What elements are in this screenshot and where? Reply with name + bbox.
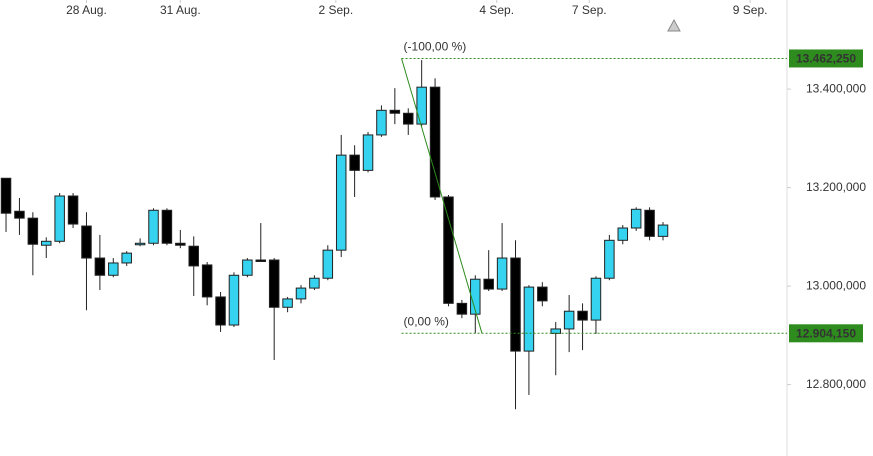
fib-price-label: 12.904,150 — [796, 326, 856, 340]
y-tick-label: 13.000,000 — [806, 278, 866, 292]
candle-body — [510, 257, 521, 352]
candle-body — [429, 86, 441, 198]
candle-body — [456, 302, 468, 315]
fib-price-box — [789, 49, 863, 68]
candle-body — [389, 109, 401, 114]
candle-body — [550, 328, 561, 334]
candle-body — [14, 210, 25, 219]
candle-body — [483, 278, 494, 290]
candle-body — [81, 225, 92, 259]
fib-price-box — [789, 324, 863, 343]
candle-body — [644, 209, 655, 237]
x-tick-label: 4 Sep. — [479, 3, 514, 17]
candle-body — [41, 240, 52, 246]
candle-body — [630, 208, 642, 229]
fib-level-text: (-100,00 %) — [404, 40, 467, 54]
candle-body — [577, 310, 588, 321]
candle-body — [228, 274, 240, 326]
x-tick-label: 7 Sep. — [572, 3, 607, 17]
candle-body — [617, 227, 629, 241]
candle-body — [309, 277, 320, 289]
scroll-icon[interactable] — [667, 18, 681, 32]
fib-price-label: 13.462,250 — [796, 52, 856, 66]
candle-body — [215, 296, 226, 326]
y-tick-label: 13.400,000 — [806, 81, 866, 95]
candle-body — [657, 224, 669, 237]
candle-body — [161, 209, 173, 244]
candle-body — [201, 264, 213, 298]
candle-body — [537, 286, 548, 302]
candle-body — [523, 286, 535, 352]
candle-body — [94, 257, 106, 276]
fib-level-text: (0,00 %) — [404, 314, 449, 328]
candle-body — [590, 277, 602, 321]
candle-body — [148, 209, 159, 244]
candle-body — [54, 195, 65, 242]
candle-body — [496, 257, 508, 290]
candle-body — [604, 239, 615, 279]
candle-body — [376, 109, 387, 136]
x-tick-label: 9 Sep. — [733, 3, 768, 17]
candle-body — [295, 287, 307, 300]
candle-body — [0, 177, 12, 214]
fib-trend — [401, 58, 483, 334]
candle-body — [242, 259, 253, 276]
candle-body — [134, 242, 146, 246]
candle-body — [121, 252, 132, 264]
candle-body — [268, 259, 280, 308]
candle-body — [349, 154, 360, 171]
candle-body — [108, 262, 119, 276]
x-tick-label: 31 Aug. — [160, 3, 201, 17]
candle-body — [416, 86, 427, 125]
candle-body — [322, 249, 334, 279]
candle-body — [470, 278, 481, 315]
candle-body — [255, 259, 267, 263]
y-tick-label: 13.200,000 — [806, 180, 866, 194]
candle-body — [188, 245, 199, 267]
candle-body — [362, 134, 374, 171]
candle-body — [563, 310, 575, 330]
candle-body — [443, 196, 454, 304]
candle-body — [67, 195, 79, 225]
candle-body — [175, 242, 186, 246]
candle-body — [335, 154, 347, 251]
y-tick-label: 12.800,000 — [806, 377, 866, 391]
candle-body — [282, 298, 293, 308]
x-tick-label: 2 Sep. — [319, 3, 354, 17]
x-tick-label: 28 Aug. — [66, 3, 107, 17]
candle-body — [27, 217, 39, 245]
candle-body — [403, 112, 414, 125]
